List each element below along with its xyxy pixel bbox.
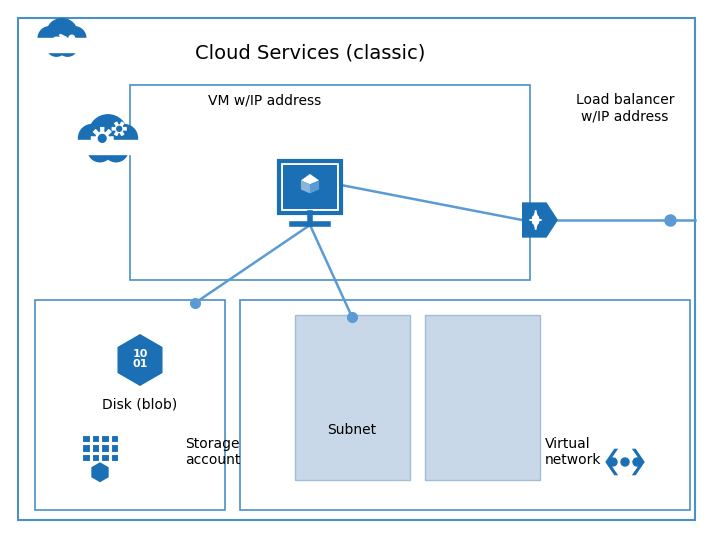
Bar bbox=[240, 300, 690, 510]
Circle shape bbox=[633, 458, 641, 466]
Circle shape bbox=[79, 125, 105, 152]
Circle shape bbox=[609, 458, 617, 466]
Polygon shape bbox=[118, 334, 163, 386]
Circle shape bbox=[88, 137, 112, 162]
Bar bbox=[37, 38, 87, 52]
Bar bbox=[35, 300, 225, 510]
Bar bbox=[76, 140, 140, 154]
Circle shape bbox=[69, 35, 75, 41]
Bar bbox=[130, 85, 530, 280]
Polygon shape bbox=[91, 127, 114, 150]
Polygon shape bbox=[605, 449, 618, 475]
FancyBboxPatch shape bbox=[279, 161, 341, 213]
Polygon shape bbox=[301, 174, 319, 184]
Bar bbox=[92, 454, 99, 461]
Bar bbox=[110, 435, 118, 442]
Text: VM w/IP address: VM w/IP address bbox=[209, 93, 322, 107]
Circle shape bbox=[110, 125, 138, 152]
Bar bbox=[101, 454, 108, 461]
Bar bbox=[101, 444, 108, 452]
Circle shape bbox=[47, 19, 77, 50]
Bar bbox=[295, 315, 410, 480]
Polygon shape bbox=[91, 462, 109, 482]
Bar bbox=[92, 444, 99, 452]
Circle shape bbox=[89, 115, 127, 153]
Bar bbox=[92, 435, 99, 442]
Circle shape bbox=[63, 27, 86, 49]
Circle shape bbox=[38, 27, 61, 49]
Bar bbox=[425, 315, 540, 480]
Bar bbox=[82, 454, 90, 461]
Bar bbox=[101, 435, 108, 442]
Polygon shape bbox=[632, 449, 645, 475]
Text: Cloud Services (classic): Cloud Services (classic) bbox=[195, 44, 425, 63]
Text: Load balancer
w/IP address: Load balancer w/IP address bbox=[576, 93, 674, 123]
Circle shape bbox=[117, 126, 122, 131]
Bar bbox=[110, 454, 118, 461]
Bar bbox=[82, 444, 90, 452]
Circle shape bbox=[47, 37, 66, 56]
Circle shape bbox=[98, 135, 106, 142]
Polygon shape bbox=[112, 122, 127, 136]
Circle shape bbox=[621, 458, 629, 466]
Polygon shape bbox=[301, 180, 310, 193]
Text: 10
01: 10 01 bbox=[133, 349, 148, 369]
Polygon shape bbox=[522, 202, 558, 238]
Text: Storage
account: Storage account bbox=[185, 437, 240, 467]
Text: Virtual
network: Virtual network bbox=[545, 437, 602, 467]
Text: Disk (blob): Disk (blob) bbox=[103, 398, 178, 412]
Bar bbox=[110, 444, 118, 452]
FancyBboxPatch shape bbox=[283, 165, 337, 209]
Polygon shape bbox=[310, 180, 319, 193]
Circle shape bbox=[104, 137, 128, 162]
Bar bbox=[82, 435, 90, 442]
Circle shape bbox=[58, 37, 77, 56]
Text: Subnet: Subnet bbox=[328, 423, 376, 437]
